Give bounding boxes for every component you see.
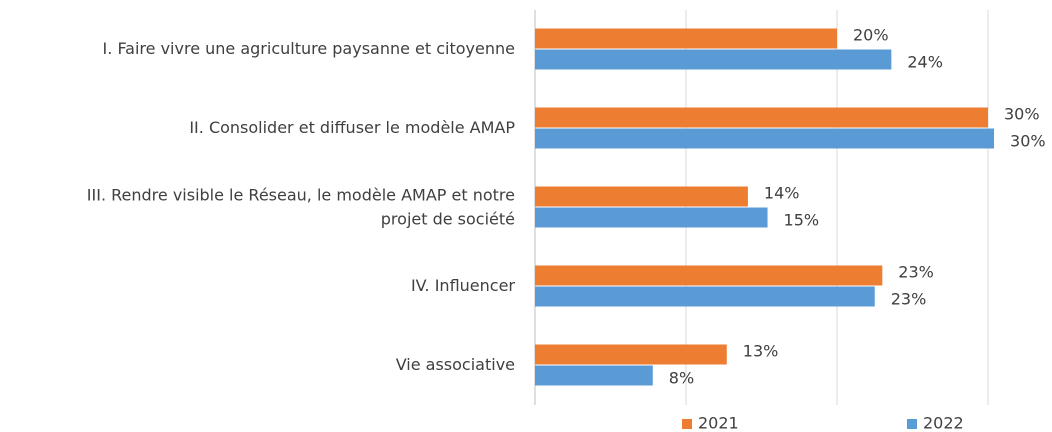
data-label: 20% (853, 26, 889, 45)
data-label: 14% (764, 184, 800, 203)
bar (535, 186, 748, 207)
y-tick-label: III. Rendre visible le Réseau, le modèle… (87, 185, 515, 228)
bar (535, 28, 837, 49)
y-tick-label: I. Faire vivre une agriculture paysanne … (103, 39, 515, 58)
legend-swatch (682, 419, 692, 429)
y-tick-label: IV. Influencer (411, 276, 515, 295)
data-label: 23% (898, 263, 934, 282)
data-label: 15% (784, 211, 820, 230)
bar (535, 49, 892, 70)
data-label: 13% (743, 342, 779, 361)
data-label: 30% (1004, 105, 1040, 124)
bar (535, 365, 653, 386)
bar (535, 265, 883, 286)
y-tick-label: II. Consolider et diffuser le modèle AMA… (189, 118, 515, 137)
data-label: 23% (891, 290, 927, 309)
legend-label: 2022 (923, 414, 964, 432)
data-label: 24% (907, 53, 943, 72)
data-label: 8% (669, 369, 694, 388)
legend-swatch (907, 419, 917, 429)
bar (535, 207, 768, 228)
data-label: 30% (1010, 132, 1046, 151)
bar (535, 107, 988, 128)
legend-label: 2021 (698, 414, 739, 432)
bar (535, 344, 727, 365)
bar (535, 128, 995, 149)
y-tick-label: Vie associative (396, 355, 515, 374)
bar (535, 286, 875, 307)
